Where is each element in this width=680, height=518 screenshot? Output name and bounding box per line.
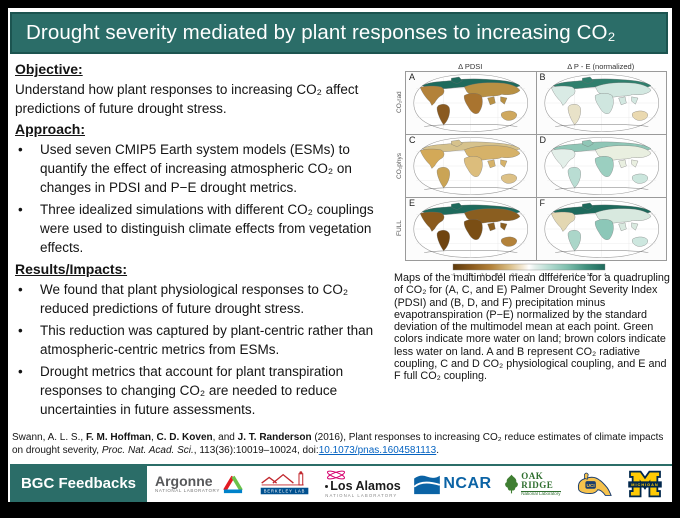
results-bullet-list: We found that plant physiological respon… [15,280,392,419]
map-panel-e: E [405,197,537,261]
citation-text: , and [212,432,238,443]
figure-map-grid: Δ PDSI Δ P - E (normalized) CO₂rad A B C… [394,61,667,278]
figure-caption: Maps of the multimodel mean difference f… [394,272,670,383]
svg-text:3.2: 3.2 [587,272,594,277]
svg-text:-0.8: -0.8 [510,272,518,277]
svg-text:-1.6: -1.6 [495,272,503,277]
row-label-full: FULL [396,220,403,237]
list-item: Three idealized simulations with differe… [15,200,392,257]
panel-letter: A [409,72,416,82]
slide: Drought severity mediated by plant respo… [8,8,672,502]
ncar-label: NCAR [443,475,492,492]
colorbar: -4 -3.2 -2.4 -1.6 -0.8 0 0.8 1.6 2.4 3.2… [451,263,607,277]
world-map-b [543,74,659,132]
panel-letter: E [409,198,416,208]
berkeley-banner-label: BERKELEY LAB [263,489,305,494]
map-panel-d: D [535,134,667,198]
world-map-e [413,200,529,258]
ncar-swoosh-icon [413,475,441,495]
map-panel-a: A [405,71,537,135]
uci-label: UCI [587,483,595,489]
berkeley-lab-logo-icon: BERKELEY LAB [260,471,308,495]
logo-ncar: NCAR [413,473,491,495]
figure-row-full: FULL E F [394,197,667,261]
citation-text: (2016), Plant responses to increasing CO… [12,432,664,456]
results-heading: Results/Impacts: [15,261,128,277]
citation-text: , 113(36):10019–10024, doi: [193,445,319,456]
logo-oak-ridge: OAK RIDGE National Laboratory [504,470,561,497]
citation-author-bold: C. D. Koven [156,432,213,443]
logo-los-alamos: Los Alamos NATIONAL LABORATORY [325,470,401,498]
map-panel-b: B [535,71,667,135]
figure-row-co2phys: CO₂phys C D [394,134,667,198]
world-map-f [543,200,659,258]
figure-row-co2rad: CO₂rad A B [394,71,667,135]
michigan-block-m-logo-icon: MICHIGAN [628,470,662,498]
argonne-sublabel: NATIONAL LABORATORY [155,488,220,494]
svg-text:2.4: 2.4 [572,272,579,277]
svg-text:-3.2: -3.2 [464,272,472,277]
argonne-triangle-icon [223,475,243,494]
page-title: Drought severity mediated by plant respo… [26,21,616,44]
objective-text: Understand how plant responses to increa… [15,82,359,116]
uci-anteater-mascot-icon: UCI [578,472,613,496]
figure-column-headers: Δ PDSI Δ P - E (normalized) [405,61,666,71]
svg-text:1.6: 1.6 [556,272,563,277]
row-label-co2rad: CO₂rad [396,91,403,114]
summary-text-column: Objective: Understand how plant response… [15,60,392,422]
citation-text: Swann, A. L. S., [12,432,86,443]
citation-author-bold: J. T. Randerson [237,432,312,443]
panel-letter: C [409,135,416,145]
oak-ridge-label-line1: OAK [521,470,544,481]
list-item: Used seven CMIP5 Earth system models (ES… [15,140,392,197]
svg-text:-4: -4 [451,272,455,277]
svg-text:0.8: 0.8 [541,272,548,277]
doi-link[interactable]: 10.1073/pnas.1604581113 [318,445,437,456]
oak-ridge-sublabel: National Laboratory [521,490,561,496]
svg-text:4: 4 [604,272,607,277]
map-panel-c: C [405,134,537,198]
list-item: This reduction was captured by plant-cen… [15,321,392,359]
objective-heading: Objective: [15,61,83,77]
los-alamos-label: Los Alamos [330,479,401,494]
list-item: Drought metrics that account for plant t… [15,362,392,419]
argonne-label: Argonne [155,473,213,490]
approach-bullet-list: Used seven CMIP5 Earth system models (ES… [15,140,392,257]
citation-author-bold: F. M. Hoffman [85,432,151,443]
panel-letter: B [539,72,546,82]
los-alamos-sublabel: NATIONAL LABORATORY [325,492,398,498]
citation-text: . [436,445,439,456]
column-header-pe: Δ P - E (normalized) [567,62,635,71]
oak-ridge-label-line2: RIDGE [521,479,554,490]
svg-text:-2.4: -2.4 [480,272,488,277]
panel-letter: D [539,135,547,145]
citation-journal: Proc. Nat. Acad. Sci. [101,445,194,456]
citation: Swann, A. L. S., F. M. Hoffman, C. D. Ko… [12,431,668,457]
world-map-c [413,137,529,195]
bgc-feedbacks-badge: BGC Feedbacks [10,464,147,502]
program-label: BGC Feedbacks [20,474,137,492]
los-alamos-atom-icon [327,470,346,480]
los-alamos-dot-icon [325,484,329,488]
michigan-label: MICHIGAN [631,482,658,487]
logo-strip: Argonne NATIONAL LABORATORY BERKELEY LAB [147,464,672,502]
logo-argonne: Argonne NATIONAL LABORATORY [155,474,244,494]
list-item: We found that plant physiological respon… [15,280,392,318]
panel-letter: F [539,198,546,208]
row-label-co2phys: CO₂phys [396,152,403,179]
world-map-d [543,137,659,195]
approach-heading: Approach: [15,121,85,137]
column-header-pdsi: Δ PDSI [458,62,483,71]
svg-text:0: 0 [528,272,531,277]
oak-leaf-icon [505,474,519,494]
slide-title-bar: Drought severity mediated by plant respo… [10,12,668,54]
world-map-a [413,74,529,132]
map-panel-f: F [535,197,667,261]
citation-text: , [150,432,157,443]
